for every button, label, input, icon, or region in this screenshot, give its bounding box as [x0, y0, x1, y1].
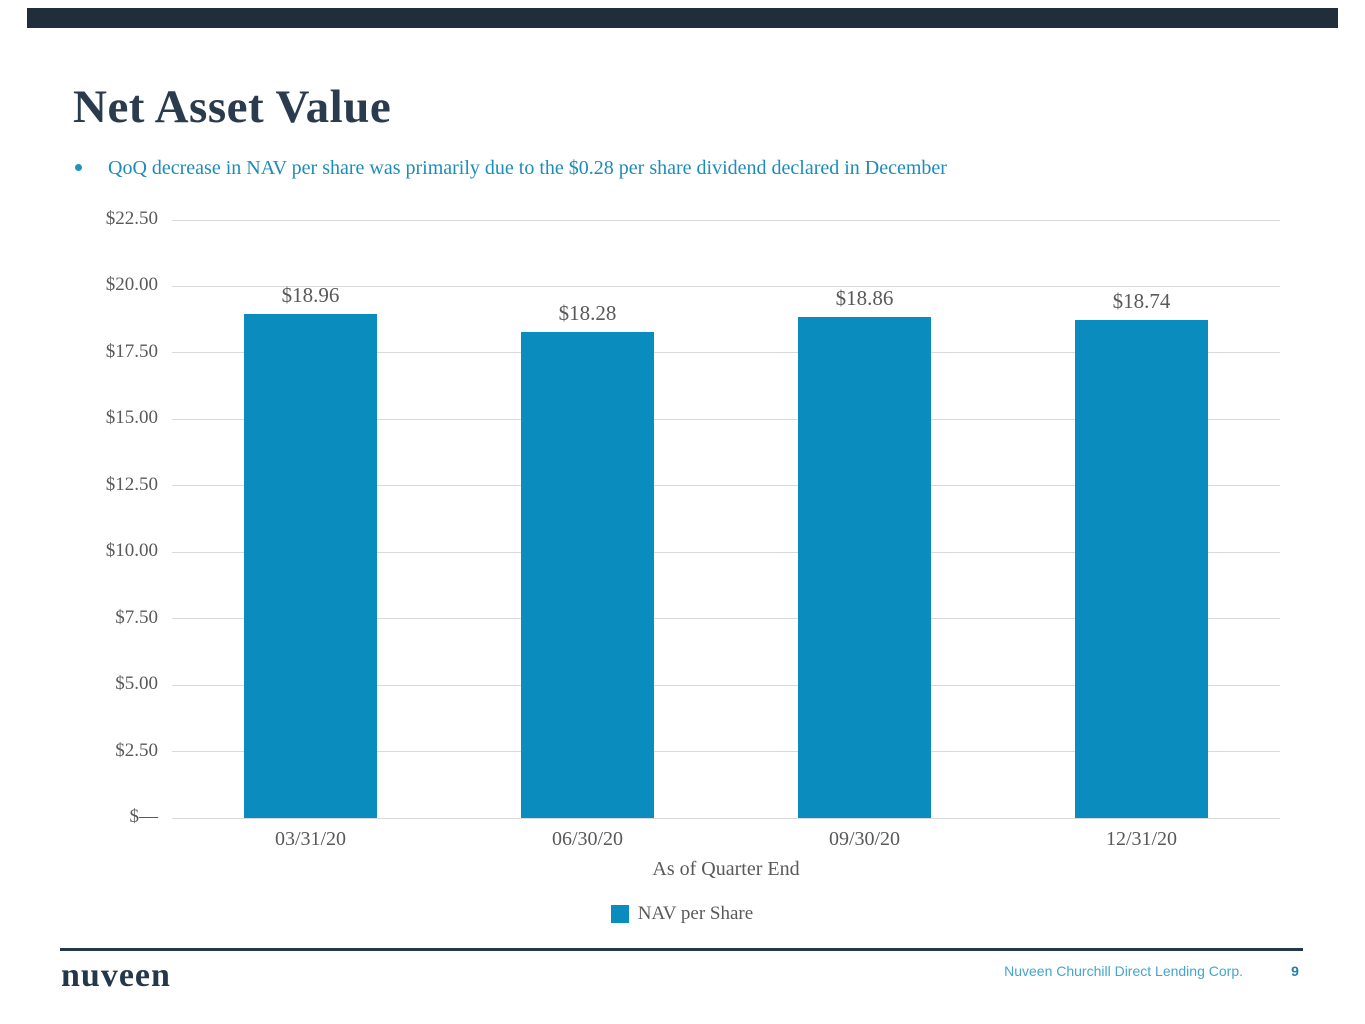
y-tick-label: $22.50 [105, 208, 158, 229]
bullet-icon [75, 164, 82, 171]
top-accent-bar [27, 8, 1338, 28]
bar-value-label: $18.96 [281, 283, 340, 308]
bar-value-label: $18.28 [558, 301, 617, 326]
legend-label: NAV per Share [637, 903, 754, 924]
gridline [172, 485, 1280, 487]
gridline [172, 751, 1280, 753]
y-tick-label: $2.50 [115, 739, 158, 761]
nuveen-logo: nuveen [61, 957, 171, 994]
bar-03/31/20 [244, 314, 377, 818]
x-tick-label: 09/30/20 [828, 828, 901, 850]
y-tick-label: $15.00 [105, 407, 158, 429]
y-tick-label: $20.00 [105, 274, 158, 296]
gridline [172, 817, 1280, 819]
gridline [172, 285, 1280, 287]
x-tick-label: 06/30/20 [551, 828, 624, 850]
gridline [172, 352, 1280, 354]
page-title: Net Asset Value [73, 81, 392, 133]
bar-06/30/20 [521, 332, 654, 818]
bar-09/30/20 [798, 316, 931, 818]
bullet-item: QoQ decrease in NAV per share was primar… [75, 156, 1275, 180]
gridline [172, 684, 1280, 686]
y-tick-label: $10.00 [105, 540, 158, 562]
gridline [172, 219, 1280, 221]
y-tick-label: $5.00 [115, 673, 158, 695]
gridline [172, 618, 1280, 620]
x-axis-title: As of Quarter End [652, 858, 800, 880]
y-tick-label: $12.50 [105, 473, 158, 495]
chart-legend: NAV per Share [172, 903, 1192, 925]
footer-page-number: 9 [1291, 963, 1299, 979]
gridline [172, 418, 1280, 420]
y-tick-label: $17.50 [105, 340, 158, 362]
footer-company-name: Nuveen Churchill Direct Lending Corp. [1004, 963, 1243, 979]
x-tick-label: 12/31/20 [1105, 828, 1178, 850]
footer-divider [60, 948, 1303, 951]
gridline [172, 551, 1280, 553]
y-tick-label: $— [129, 806, 159, 827]
y-tick-label: $7.50 [115, 606, 158, 628]
bar-12/31/20 [1075, 319, 1208, 818]
bar-value-label: $18.86 [835, 285, 894, 310]
bar-value-label: $18.74 [1112, 288, 1171, 313]
legend-swatch-icon [610, 905, 629, 923]
x-tick-label: 03/31/20 [274, 828, 347, 850]
bullet-text: QoQ decrease in NAV per share was primar… [108, 157, 947, 179]
